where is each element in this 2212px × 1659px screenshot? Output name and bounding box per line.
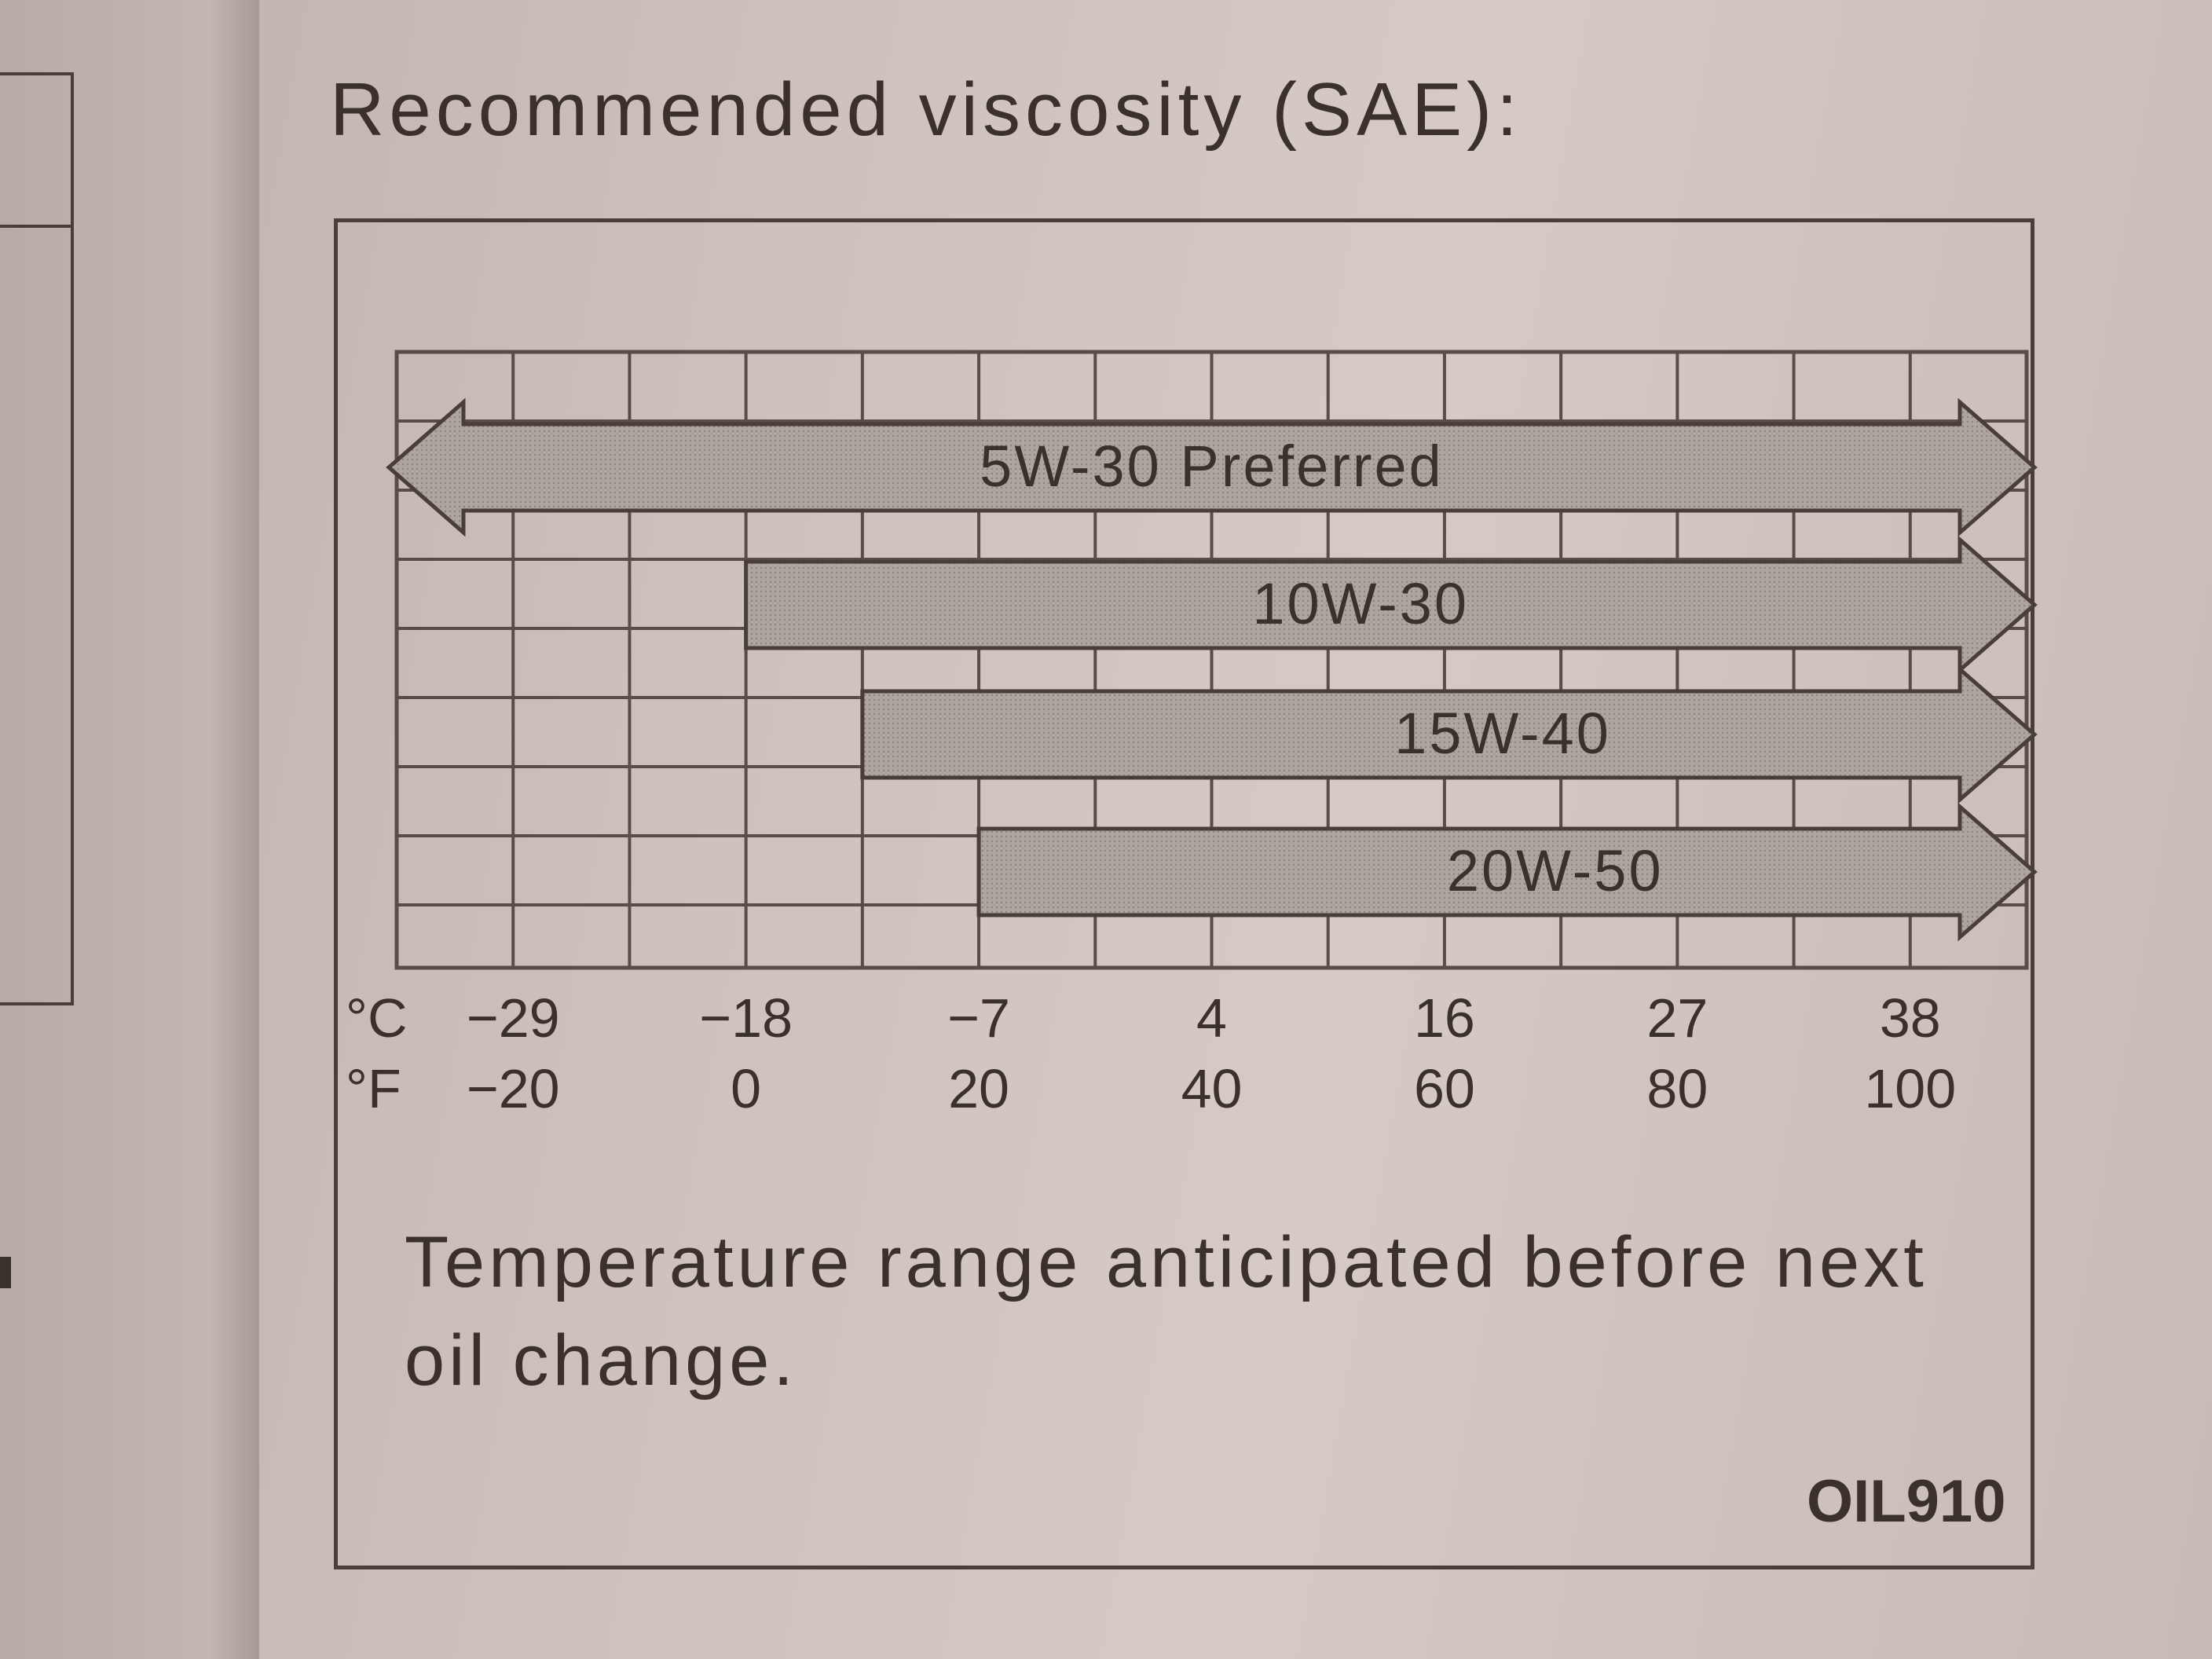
heading: Recommended viscosity (SAE):	[330, 68, 1522, 152]
axis-tick-label: 100	[1864, 1058, 1956, 1119]
left-page-box	[0, 72, 74, 1005]
axis-unit-label: °C	[346, 987, 408, 1049]
axis-tick-label: 4	[1196, 987, 1227, 1049]
figure-code: OIL910	[1807, 1468, 2006, 1535]
left-page-mark	[0, 1257, 11, 1288]
chart-frame	[334, 218, 2034, 1569]
axis-tick-label: 20	[948, 1058, 1009, 1119]
bar-4: 20W-50	[976, 802, 2038, 942]
bar-1: 5W-30 Preferred	[386, 397, 2038, 537]
bar-label: 5W-30 Preferred	[980, 434, 1444, 499]
axis-tick-label: 40	[1181, 1058, 1243, 1119]
left-page-box-divider	[0, 225, 71, 228]
axis-tick-label: 60	[1414, 1058, 1475, 1119]
axis-tick-label: 38	[1880, 987, 1941, 1049]
chart-bars: 5W-30 Preferred 10W-30 15W-40 20W-50	[386, 397, 2038, 942]
bar-label: 10W-30	[1252, 571, 1469, 636]
axis-tick-label: −7	[947, 987, 1010, 1049]
bar-arrow	[976, 802, 2038, 942]
bar-label: 15W-40	[1394, 701, 1611, 766]
axis-unit-label: °F	[346, 1058, 401, 1119]
axis-tick-label: −29	[467, 987, 560, 1049]
bar-arrow	[860, 665, 2038, 804]
axis-tick-label: 16	[1414, 987, 1475, 1049]
chart-caption: Temperature range anticipated before nex…	[405, 1222, 1928, 1401]
axis-tick-label: −18	[699, 987, 793, 1049]
left-page	[0, 0, 259, 1659]
bar-2: 10W-30	[744, 535, 2038, 675]
axis-tick-label: −20	[467, 1058, 560, 1119]
axis-tick-label: 80	[1646, 1058, 1708, 1119]
bar-label: 20W-50	[1447, 838, 1664, 903]
bar-3: 15W-40	[860, 665, 2038, 804]
axis-tick-label: 27	[1646, 987, 1708, 1049]
axis-tick-label: 0	[731, 1058, 761, 1119]
bar-arrow	[744, 535, 2038, 675]
chart-axis-labels: °C −29 −18 −7 4 16 27 38 °F −20 0 20 40 60 80 100	[346, 987, 1956, 1119]
bar-arrow	[386, 397, 2038, 537]
